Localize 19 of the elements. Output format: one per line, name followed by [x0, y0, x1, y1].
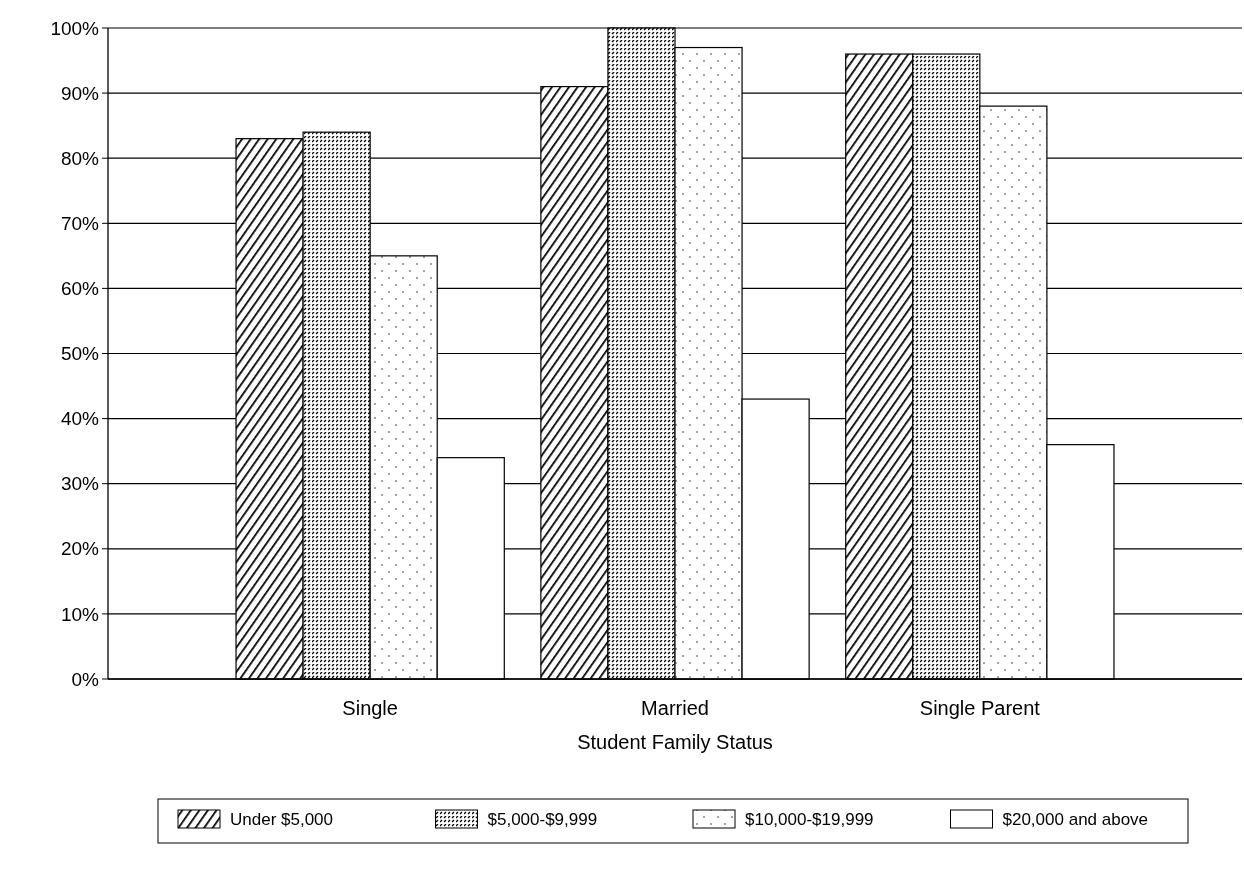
x-tick-label: Single	[342, 697, 398, 719]
legend-label: $10,000-$19,999	[745, 809, 874, 829]
legend-label: $20,000 and above	[1002, 809, 1149, 829]
y-tick-label: 50%	[60, 343, 100, 365]
legend-label: $5,000-$9,999	[487, 809, 598, 829]
y-tick-label: 100%	[50, 17, 100, 39]
x-tick-label: Single Parent	[919, 697, 1041, 719]
y-tick-label: 20%	[60, 538, 100, 560]
x-axis-title: Student Family Status	[577, 731, 773, 753]
y-tick-label: 10%	[60, 603, 100, 625]
y-tick-label: 30%	[60, 473, 100, 495]
y-tick-label: 80%	[60, 147, 100, 169]
y-tick-label: 90%	[60, 82, 100, 104]
legend-label: Under $5,000	[230, 809, 334, 829]
y-tick-label: 0%	[71, 668, 100, 690]
y-tick-label: 40%	[60, 408, 100, 430]
y-tick-label: 60%	[60, 278, 100, 300]
y-tick-label: 70%	[60, 212, 100, 234]
x-tick-label: Married	[641, 697, 709, 719]
